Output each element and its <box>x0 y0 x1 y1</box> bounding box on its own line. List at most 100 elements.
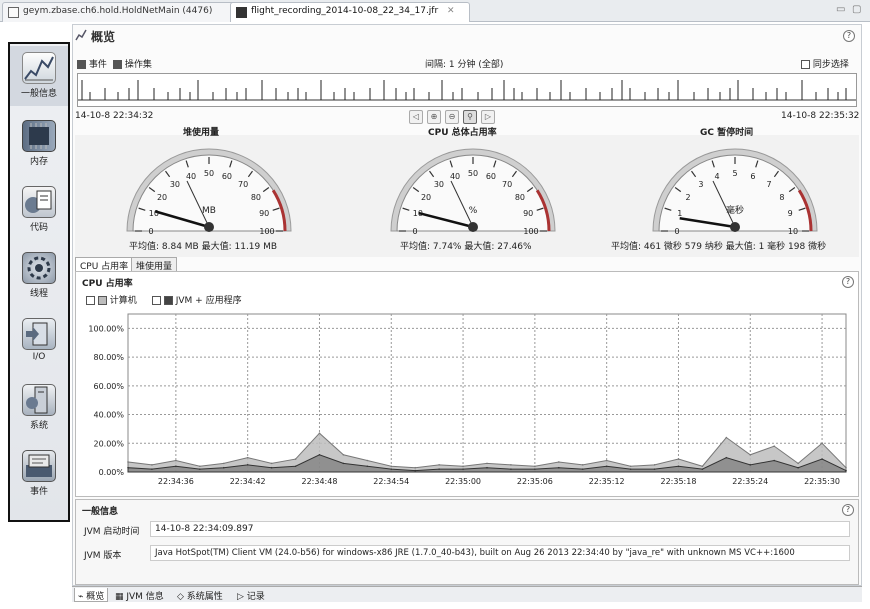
timeline[interactable] <box>77 73 857 107</box>
data-point <box>438 464 440 466</box>
sync-label: 同步选择 <box>812 60 849 70</box>
sidebar-item-code[interactable]: 代码 <box>10 180 68 240</box>
data-point <box>486 466 488 469</box>
help-icon[interactable]: ? <box>842 504 854 516</box>
y-tick-label: 0.00% <box>99 468 125 477</box>
arrow-left-icon: ◁ <box>412 112 420 121</box>
gauge-needle <box>418 211 474 229</box>
gauge-tick-label: 40 <box>450 172 460 181</box>
data-point <box>558 466 560 469</box>
y-tick-label: 100.00% <box>88 324 124 333</box>
jvm-version-label: JVM 版本 <box>84 551 122 561</box>
tab-cpu-usage[interactable]: CPU 占用率 <box>75 257 134 272</box>
sidebar-item-io[interactable]: I/O <box>10 312 68 372</box>
close-icon[interactable]: ✕ <box>447 6 455 16</box>
sidebar-item-threads[interactable]: 线程 <box>10 246 68 306</box>
data-point <box>462 465 464 468</box>
legend-computer[interactable]: 计算机 <box>86 293 137 306</box>
data-point <box>127 466 129 469</box>
general-info-title: 一般信息 <box>82 507 119 517</box>
legend-computer-checkbox[interactable] <box>86 296 95 305</box>
zoom-fit-button[interactable]: ⊖ <box>445 110 459 124</box>
gauge-tick-label: 40 <box>186 172 196 181</box>
data-point <box>845 469 847 472</box>
next-button[interactable]: ▷ <box>481 110 495 124</box>
data-point <box>270 466 273 469</box>
data-point <box>294 458 297 460</box>
start-time: 14-10-8 22:34:32 <box>75 111 154 121</box>
gauge-tick <box>148 187 156 193</box>
data-point <box>773 459 775 462</box>
overview-panel: 概览 ? 事件 操作集 间隔: 1 分钟 (全部) 同步选择 14-10-8 2… <box>72 24 862 586</box>
tab-recording[interactable]: ▷ 记录 <box>234 588 268 602</box>
gauge-hub <box>730 222 740 232</box>
data-point <box>677 465 680 468</box>
tab-flight-recording[interactable]: flight_recording_2014-10-08_22_34_17.jfr… <box>230 2 470 22</box>
sidebar-item-events[interactable]: 事件 <box>10 444 68 504</box>
tab-jvm-process[interactable]: geym.zbase.ch6.hold.HoldNetMain (4476) <box>2 2 240 22</box>
data-point <box>725 436 728 439</box>
operations-filter[interactable]: 操作集 <box>113 57 152 70</box>
x-tick-label: 22:34:42 <box>230 477 266 486</box>
cpu-chart: 0.00% 20.00% 40.00% 60.00% 80.00% 100.00% 22:3… <box>88 313 847 486</box>
operations-checkbox[interactable] <box>113 60 122 69</box>
zoom-selection-button[interactable]: ⚲ <box>463 110 477 124</box>
data-point <box>797 466 799 469</box>
gauge-tick <box>773 170 779 178</box>
sync-selection[interactable]: 同步选择 <box>801 57 849 70</box>
data-point <box>199 468 201 470</box>
zoom-in-icon: ⊕ <box>430 112 438 121</box>
x-tick-label: 22:34:54 <box>373 477 409 486</box>
sidebar-item-memory[interactable]: 内存 <box>10 114 68 174</box>
zoom-out-button[interactable]: ◁ <box>409 110 423 124</box>
sidebar-item-system[interactable]: 系统 <box>10 378 68 438</box>
gauge-tick-label: 20 <box>157 193 167 202</box>
timeline-ticks <box>78 80 856 101</box>
sidebar: 一般信息 内存 代码 线程 I/O 系统 事件 <box>8 42 70 522</box>
sidebar-item-label: 代码 <box>29 223 48 233</box>
jvm-start-time-label: JVM 启动时间 <box>84 527 140 537</box>
jvm-version-value[interactable]: Java HotSpot(TM) Client VM (24.0-b56) fo… <box>150 545 850 561</box>
data-point <box>510 468 512 470</box>
data-point <box>414 466 417 469</box>
legend-jvm[interactable]: JVM + 应用程序 <box>152 293 242 306</box>
data-point <box>318 432 321 435</box>
data-point <box>414 469 417 472</box>
gauge-needle <box>154 210 210 229</box>
gauge-unit: 毫秒 <box>726 204 744 216</box>
data-point <box>510 464 512 466</box>
zoom-in-button[interactable]: ⊕ <box>427 110 441 124</box>
gauge-red-zone <box>797 189 813 232</box>
gauge-max-needle <box>450 180 474 228</box>
gauge-unit: % <box>469 206 478 216</box>
tab-label: 系统属性 <box>186 592 223 602</box>
y-tick-label: 20.00% <box>93 439 124 448</box>
legend-jvm-checkbox[interactable] <box>152 296 161 305</box>
events-filter[interactable]: 事件 <box>77 57 107 70</box>
data-point <box>366 459 369 462</box>
help-icon[interactable]: ? <box>843 30 855 42</box>
legend-computer-label: 计算机 <box>109 296 137 306</box>
minimize-icon[interactable]: ▭ <box>836 4 846 15</box>
gauge-tick <box>402 207 410 211</box>
tab-overview[interactable]: ⌁ 概览 <box>74 588 109 602</box>
gauge-face <box>396 154 550 232</box>
data-point <box>534 468 536 470</box>
tab-label: JVM 信息 <box>126 592 164 602</box>
maximize-icon[interactable]: ▢ <box>852 4 862 15</box>
jvm-start-time-value[interactable]: 14-10-8 22:34:09.897 <box>150 521 850 537</box>
data-point <box>390 465 393 468</box>
gauge-tick-label: 80 <box>515 193 525 202</box>
heap-gauge-title: 堆使用量 <box>183 128 220 138</box>
help-icon[interactable]: ? <box>842 276 854 288</box>
sidebar-item-overview[interactable]: 一般信息 <box>10 46 68 106</box>
x-tick-label: 22:35:00 <box>445 477 481 486</box>
tab-jvm-info[interactable]: ▦ JVM 信息 <box>112 588 167 602</box>
data-point <box>199 465 201 468</box>
tab-system-properties[interactable]: ◇ 系统属性 <box>174 588 226 602</box>
sync-checkbox[interactable] <box>801 60 810 69</box>
tab-heap-usage[interactable]: 堆使用量 <box>131 257 178 272</box>
x-tick-label: 22:35:12 <box>589 477 625 486</box>
gauge-tick-label: 0 <box>148 227 153 236</box>
events-checkbox[interactable] <box>77 60 86 69</box>
